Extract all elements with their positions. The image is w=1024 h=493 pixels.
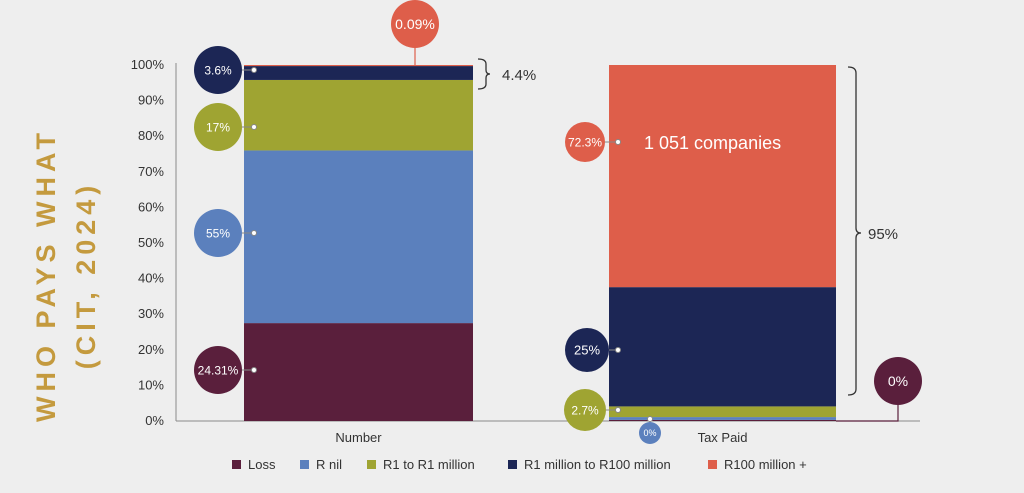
bar-segment-r1-million-to-r100-million	[609, 287, 836, 407]
bar-segment-r-nil	[609, 417, 836, 420]
y-tick-label: 60%	[138, 199, 164, 214]
stacked-bars	[244, 65, 836, 421]
legend-label: R1 to R1 million	[383, 457, 475, 472]
x-axis: Number Tax Paid	[335, 430, 747, 445]
y-tick-label: 0%	[145, 413, 164, 428]
connector-dot	[615, 347, 621, 353]
bubble-tax-3-text: 25%	[574, 343, 600, 358]
data-label-bubbles: 24.31% 55% 17% 3.6% 0.09% 72.3% 25% 2.7% 0% 0%	[194, 0, 922, 444]
y-tick-label: 10%	[138, 377, 164, 392]
bubble-number-0-text: 24.31%	[198, 363, 239, 377]
chart-title-line: WHO PAYS WHAT	[31, 128, 61, 422]
legend-swatch	[300, 460, 309, 469]
y-tick-label: 30%	[138, 306, 164, 321]
legend-label: Loss	[248, 457, 276, 472]
legend-swatch	[708, 460, 717, 469]
bar-segment-r100-million-	[244, 65, 473, 67]
tax-top-segment-label: 1 051 companies	[644, 133, 781, 153]
connector-dot	[251, 230, 257, 236]
connector-line	[836, 402, 899, 422]
bar-segment-r1-to-r1-million	[609, 406, 836, 418]
y-tick-label: 40%	[138, 271, 164, 286]
bubble-tax-0-text: 0%	[888, 373, 908, 389]
connector-dot	[251, 124, 257, 130]
x-category-label: Tax Paid	[698, 430, 748, 445]
bubble-tax-1-text: 0%	[643, 428, 656, 438]
connector-dot	[647, 416, 653, 422]
y-tick-label: 80%	[138, 128, 164, 143]
bar-segment-loss	[609, 419, 836, 421]
y-tick-label: 20%	[138, 342, 164, 357]
chart-title-text: WHO PAYS WHAT (CIT, 2024)	[31, 128, 101, 422]
bracket-tax-label: 95%	[868, 226, 898, 243]
bubble-number-3-text: 3.6%	[204, 63, 232, 77]
label-connectors	[242, 48, 899, 423]
bar-segment-loss	[244, 323, 473, 421]
bubble-tax-2-text: 2.7%	[571, 403, 599, 417]
bubble-number-0	[194, 346, 242, 394]
connector-dot	[251, 367, 257, 373]
connector-dot	[251, 67, 257, 73]
y-tick-label: 100%	[131, 57, 165, 72]
legend: Loss R nil R1 to R1 million R1 million to R…	[232, 457, 807, 472]
bubble-number-2	[194, 103, 242, 151]
bubble-number-3	[194, 46, 242, 94]
bubble-tax-1	[639, 422, 661, 444]
bubble-tax-4-text: 72.3%	[568, 135, 602, 149]
bubble-number-2-text: 17%	[206, 120, 230, 134]
bracket-number	[477, 58, 491, 90]
legend-label: R nil	[316, 457, 342, 472]
bubble-tax-3	[565, 328, 609, 372]
legend-swatch	[232, 460, 241, 469]
bubble-tax-4	[565, 122, 605, 162]
bar-segment-r100-million-	[609, 65, 836, 288]
bar-segment-r1-to-r1-million	[244, 79, 473, 151]
y-tick-label: 50%	[138, 235, 164, 250]
bubble-number-1	[194, 209, 242, 257]
bubble-tax-2	[564, 389, 606, 431]
bar-segment-r-nil	[244, 150, 473, 324]
legend-label: R100 million +	[724, 457, 807, 472]
y-tick-label: 90%	[138, 93, 164, 108]
bubble-number-1-text: 55%	[206, 226, 230, 240]
legend-swatch	[367, 460, 376, 469]
bracket-tax	[847, 66, 862, 396]
bar-segment-r1-million-to-r100-million	[244, 66, 473, 80]
bubble-number-4-text: 0.09%	[395, 16, 435, 32]
connector-dot	[615, 139, 621, 145]
chart-title: WHO PAYS WHAT (CIT, 2024)	[31, 128, 101, 422]
bracket-number-label: 4.4%	[502, 67, 536, 84]
bubble-number-4	[391, 0, 439, 48]
legend-swatch	[508, 460, 517, 469]
annotations: 4.4% 95% 1 051 companies	[477, 58, 898, 396]
x-category-label: Number	[335, 430, 382, 445]
y-tick-label: 70%	[138, 164, 164, 179]
chart-title-line: (CIT, 2024)	[71, 181, 101, 370]
bubble-tax-0	[874, 357, 922, 405]
connector-dot	[615, 407, 621, 413]
legend-label: R1 million to R100 million	[524, 457, 671, 472]
